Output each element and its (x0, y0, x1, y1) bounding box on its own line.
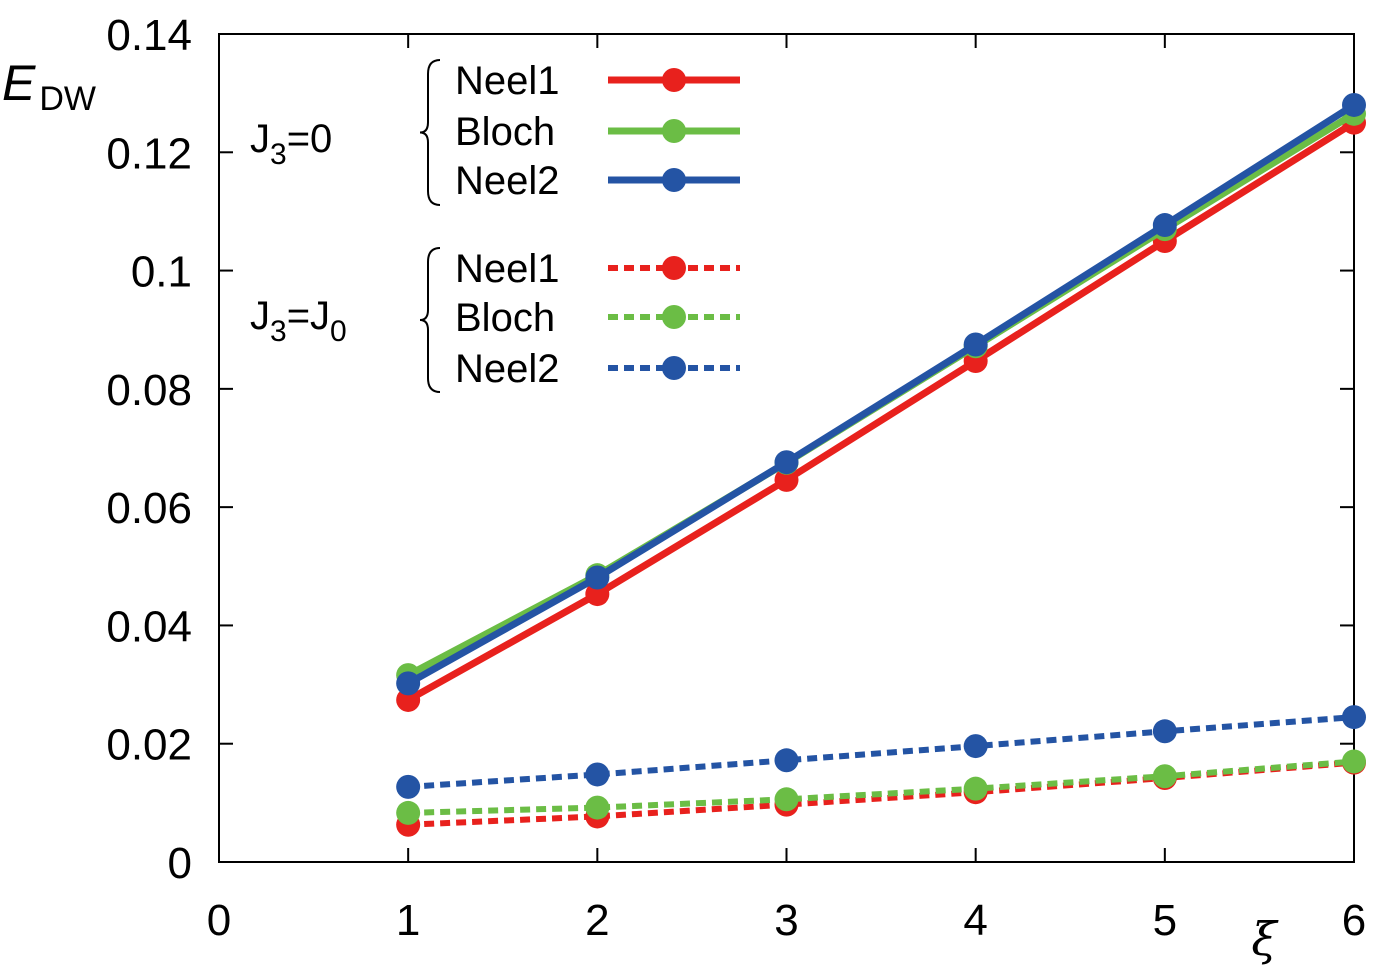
legend-entry-bloch: Bloch (455, 110, 740, 154)
x-tick-label: 5 (1153, 896, 1177, 945)
legend-entry-marker (662, 305, 686, 329)
legend-group-label: J3=J0 (250, 294, 347, 348)
y-tick-label: 0.14 (106, 11, 192, 60)
legend-entry-marker (662, 119, 686, 143)
data-point (585, 762, 610, 787)
y-axis-label: E DW (2, 55, 96, 118)
data-point (774, 467, 799, 492)
legend-entry-label: Neel1 (455, 59, 560, 103)
data-point (774, 787, 799, 812)
series-line (407, 714, 1355, 790)
series-line (408, 758, 1355, 816)
legend-entry-marker (662, 356, 686, 380)
data-point (1152, 213, 1177, 238)
legend-entry-label: Neel1 (455, 247, 560, 291)
legend-group-label: J3=0 (250, 117, 332, 171)
series-line (406, 102, 1356, 687)
plot-frame (218, 33, 1355, 863)
y-tick-label: 0.08 (106, 366, 192, 415)
legend-entry-label: Neel2 (455, 159, 560, 203)
legend-entry-neel2: Neel2 (455, 347, 740, 391)
legend-entry-neel1: Neel1 (455, 59, 740, 103)
series-bloch-j3-j0 (396, 749, 1366, 825)
legend-brace (419, 59, 441, 206)
legend-entry-marker (662, 168, 686, 192)
data-point (1342, 92, 1366, 117)
y-tick-label: 0.02 (106, 721, 192, 770)
series-layer (396, 92, 1366, 837)
legend-entry-bloch: Bloch (455, 296, 740, 340)
axes: 0 1 2 3 4 5 6 0 0.02 0.04 0.06 0.08 0.1 0.12 0.14 (106, 11, 1366, 945)
legend-entry-label: Bloch (455, 296, 555, 340)
y-tick-label: 0.04 (106, 602, 192, 651)
x-tick-label: 3 (774, 896, 798, 945)
data-point (774, 748, 799, 773)
x-tick-label: 2 (585, 896, 609, 945)
data-point (585, 565, 610, 590)
series-neel2-j3-0 (396, 92, 1366, 696)
data-point (396, 671, 421, 696)
data-point (396, 774, 421, 799)
x-tick-label: 6 (1342, 896, 1366, 945)
data-point (396, 800, 421, 825)
data-point (396, 687, 421, 712)
series-line (406, 119, 1356, 704)
data-point (585, 795, 610, 820)
x-tick-label: 1 (396, 896, 420, 945)
data-point (1152, 719, 1177, 744)
x-tick-label: 0 (207, 896, 231, 945)
legend-entry-label: Bloch (455, 110, 555, 154)
axis-labels: E DW ξ (2, 55, 1279, 966)
legend-entry-neel1: Neel1 (455, 247, 740, 291)
y-tick-label: 0 (168, 839, 192, 888)
legend-entry-marker (662, 68, 686, 92)
data-point (963, 776, 988, 801)
data-point (1342, 749, 1366, 774)
x-tick-label: 4 (963, 896, 987, 945)
series-neel2-j3-j0 (396, 705, 1366, 799)
data-point (774, 450, 799, 475)
y-tick-label: 0.06 (106, 484, 192, 533)
y-tick-label: 0.12 (106, 129, 192, 178)
data-point (1152, 764, 1177, 789)
legend: J3=0 Neel1 Bloch Neel2 J3=J0 Neel1 Bloch Neel2 (250, 59, 740, 393)
legend-entry-neel2: Neel2 (455, 159, 740, 203)
data-point (1342, 705, 1366, 730)
data-point (963, 734, 988, 759)
legend-entry-marker (662, 256, 686, 280)
data-point (585, 582, 610, 607)
y-tick-label: 0.1 (131, 248, 192, 297)
legend-brace (419, 247, 441, 393)
x-axis-label: ξ (1251, 912, 1279, 966)
legend-entry-label: Neel2 (455, 347, 560, 391)
data-point (963, 332, 988, 357)
